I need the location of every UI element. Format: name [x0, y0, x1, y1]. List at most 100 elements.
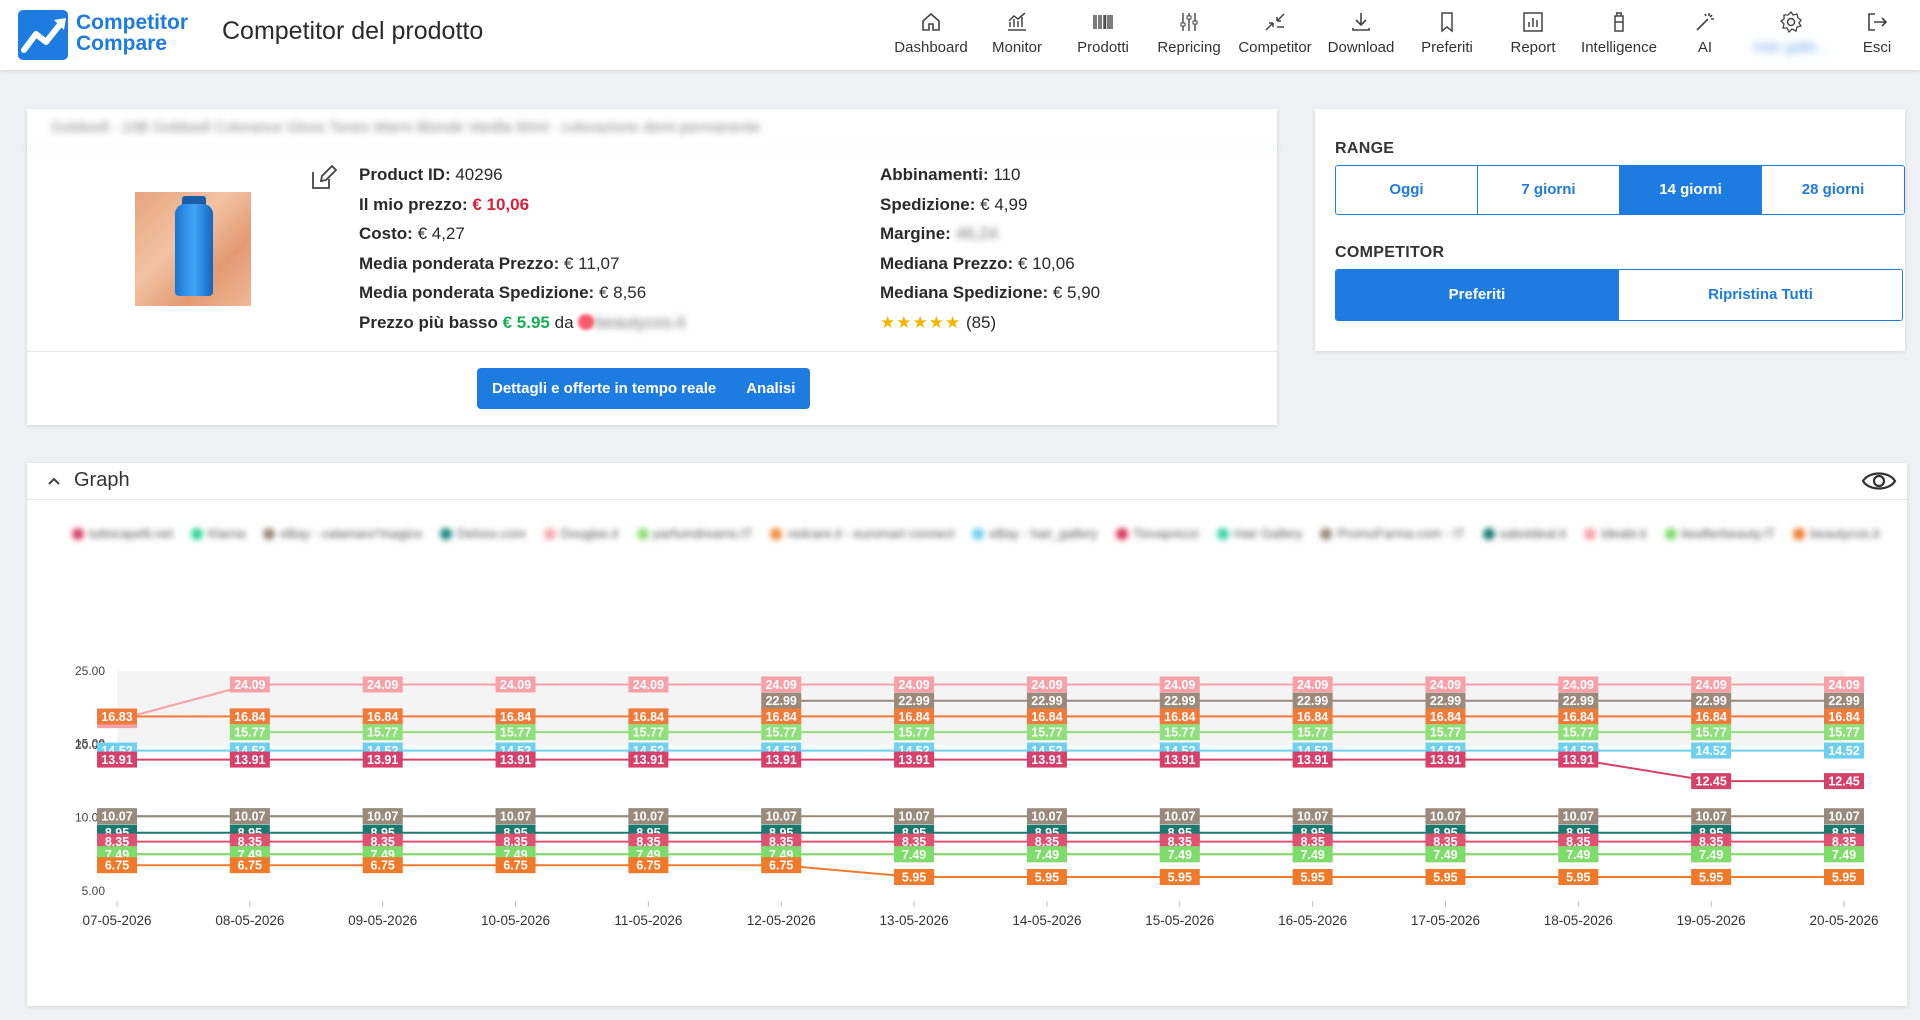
legend-item[interactable]: beautycos.it — [1793, 526, 1880, 541]
data-point-label[interactable]: 8.35 — [894, 833, 935, 850]
data-point-label[interactable]: 13.91 — [1292, 751, 1333, 768]
data-point-label[interactable]: 13.91 — [1026, 751, 1067, 768]
data-point-label[interactable]: 24.09 — [495, 676, 536, 693]
nav-repricing[interactable]: Repricing — [1146, 8, 1232, 64]
data-point-label[interactable]: 5.95 — [1425, 868, 1466, 885]
data-point-label[interactable]: 6.75 — [229, 857, 270, 874]
data-point-label[interactable]: 22.99 — [1824, 692, 1864, 709]
data-point-label[interactable]: 24.09 — [1691, 676, 1732, 693]
data-point-label[interactable]: 16.84 — [1159, 708, 1200, 725]
data-point-label[interactable]: 15.77 — [1292, 724, 1333, 741]
data-point-label[interactable]: 22.99 — [1691, 692, 1732, 709]
data-point-label[interactable]: 15.77 — [1425, 724, 1466, 741]
range-option-14[interactable]: 14 giorni — [1620, 166, 1762, 214]
data-point-label[interactable]: 8.35 — [97, 833, 137, 850]
data-point-label[interactable]: 13.91 — [1159, 751, 1200, 768]
data-point-label[interactable]: 10.07 — [1558, 808, 1599, 825]
legend-item[interactable]: PromoFarma.com - IT — [1320, 526, 1465, 541]
data-point-label[interactable]: 12.45 — [1691, 773, 1732, 790]
competitor-favorites-button[interactable]: Preferiti — [1336, 270, 1619, 320]
data-point-label[interactable]: 8.35 — [1026, 833, 1067, 850]
data-point-label[interactable]: 15.77 — [495, 724, 536, 741]
edit-icon[interactable] — [309, 164, 337, 192]
data-point-label[interactable]: 6.75 — [495, 857, 536, 874]
data-point-label[interactable]: 24.09 — [229, 676, 270, 693]
data-point-label[interactable]: 8.35 — [1292, 833, 1333, 850]
nav-intelligence[interactable]: Intelligence — [1576, 8, 1662, 64]
data-point-label[interactable]: 8.35 — [1691, 833, 1732, 850]
eye-icon[interactable] — [1861, 466, 1897, 496]
legend-item[interactable]: eBay - hair_gallery — [972, 526, 1098, 541]
data-point-label[interactable]: 7.49 — [1691, 846, 1732, 863]
data-point-label[interactable]: 8.35 — [1824, 833, 1864, 850]
data-point-label[interactable]: 7.49 — [894, 846, 935, 863]
details-offers-button[interactable]: Dettagli e offerte in tempo reale — [492, 380, 717, 397]
data-point-label[interactable]: 13.91 — [628, 751, 669, 768]
data-point-label[interactable]: 15.77 — [894, 724, 935, 741]
data-point-label[interactable]: 10.07 — [1425, 808, 1466, 825]
data-point-label[interactable]: 10.07 — [229, 808, 270, 825]
data-point-label[interactable]: 24.09 — [1558, 676, 1599, 693]
data-point-label[interactable]: 13.91 — [1558, 751, 1599, 768]
data-point-label[interactable]: 13.91 — [761, 751, 802, 768]
data-point-label[interactable]: 10.07 — [1691, 808, 1732, 825]
data-point-label[interactable]: 10.07 — [1824, 808, 1864, 825]
data-point-label[interactable]: 14.52 — [1691, 742, 1732, 759]
data-point-label[interactable]: 13.91 — [97, 751, 137, 768]
data-point-label[interactable]: 15.77 — [1558, 724, 1599, 741]
data-point-label[interactable]: 13.91 — [495, 751, 536, 768]
data-point-label[interactable]: 10.07 — [362, 808, 403, 825]
legend-item[interactable]: Tiovaprezzi — [1115, 526, 1199, 541]
data-point-label[interactable]: 16.84 — [1292, 708, 1333, 725]
competitor-reset-button[interactable]: Ripristina Tutti — [1619, 270, 1902, 320]
data-point-label[interactable]: 15.77 — [761, 724, 802, 741]
legend-item[interactable]: beafterbeauty.IT — [1664, 526, 1775, 541]
nav-report[interactable]: Report — [1490, 8, 1576, 64]
data-point-label[interactable]: 24.09 — [894, 676, 935, 693]
data-point-label[interactable]: 22.99 — [1292, 692, 1333, 709]
data-point-label[interactable]: 8.35 — [1558, 833, 1599, 850]
data-point-label[interactable]: 13.91 — [894, 751, 935, 768]
data-point-label[interactable]: 10.07 — [1159, 808, 1200, 825]
data-point-label[interactable]: 5.95 — [1824, 868, 1864, 885]
legend-item[interactable]: Deloox.com — [440, 526, 526, 541]
data-point-label[interactable]: 22.99 — [1558, 692, 1599, 709]
data-point-label[interactable]: 16.84 — [1824, 708, 1864, 725]
data-point-label[interactable]: 16.84 — [1691, 708, 1732, 725]
data-point-label[interactable]: 7.49 — [1425, 846, 1466, 863]
data-point-label[interactable]: 5.95 — [1159, 868, 1200, 885]
data-point-label[interactable]: 8.35 — [1425, 833, 1466, 850]
data-point-label[interactable]: 5.95 — [894, 868, 935, 885]
data-point-label[interactable]: 10.07 — [894, 808, 935, 825]
data-point-label[interactable]: 16.84 — [894, 708, 935, 725]
data-point-label[interactable]: 5.95 — [1026, 868, 1067, 885]
legend-item[interactable]: sabotdeal.it — [1482, 526, 1566, 541]
legend-item[interactable]: Hair Gallery — [1216, 526, 1302, 541]
data-point-label[interactable]: 5.95 — [1691, 868, 1732, 885]
nav-preferiti[interactable]: Preferiti — [1404, 8, 1490, 64]
data-point-label[interactable]: 6.75 — [761, 857, 802, 874]
data-point-label[interactable]: 13.91 — [1425, 751, 1466, 768]
data-point-label[interactable]: 22.99 — [1159, 692, 1200, 709]
data-point-label[interactable]: 22.99 — [1425, 692, 1466, 709]
legend-item[interactable]: Klarna — [190, 526, 245, 541]
data-point-label[interactable]: 15.77 — [229, 724, 270, 741]
data-point-label[interactable]: 10.07 — [495, 808, 536, 825]
data-point-label[interactable]: 24.09 — [1425, 676, 1466, 693]
data-point-label[interactable]: 14.52 — [1824, 742, 1864, 759]
data-point-label[interactable]: 24.09 — [1159, 676, 1200, 693]
data-point-label[interactable]: 15.77 — [1026, 724, 1067, 741]
data-point-label[interactable]: 10.07 — [628, 808, 669, 825]
data-point-label[interactable]: 7.49 — [1824, 846, 1864, 863]
data-point-label[interactable]: 8.35 — [229, 833, 270, 850]
data-point-label[interactable]: 13.91 — [362, 751, 403, 768]
chevron-up-icon[interactable] — [46, 473, 62, 489]
data-point-label[interactable]: 15.77 — [1159, 724, 1200, 741]
data-point-label[interactable]: 24.09 — [1026, 676, 1067, 693]
data-point-label[interactable]: 8.35 — [495, 833, 536, 850]
data-point-label[interactable]: 22.99 — [761, 692, 802, 709]
data-point-label[interactable]: 12.45 — [1824, 773, 1864, 790]
data-point-label[interactable]: 24.09 — [1292, 676, 1333, 693]
data-point-label[interactable]: 8.35 — [1159, 833, 1200, 850]
data-point-label[interactable]: 8.35 — [628, 833, 669, 850]
